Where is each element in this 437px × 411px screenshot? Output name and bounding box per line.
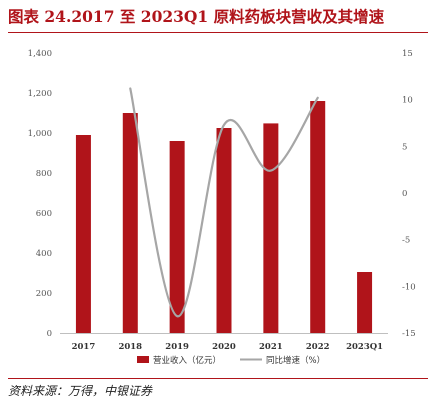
left-tick-label: 800 (36, 169, 52, 179)
right-axis: -15 -10 -5 0 5 10 15 (402, 49, 416, 339)
legend-line-label: 同比增速（%） (266, 355, 325, 366)
right-tick-label: 0 (402, 189, 407, 199)
bar (169, 141, 185, 333)
right-tick-label: -10 (402, 282, 416, 292)
bar (357, 272, 373, 333)
category-label: 2017 (72, 342, 96, 352)
right-tick-label: 5 (402, 142, 407, 152)
left-tick-label: 1,000 (28, 129, 52, 139)
left-tick-label: 200 (36, 289, 52, 299)
legend-bar-swatch (137, 356, 149, 363)
line-series (129, 87, 319, 318)
growth-line (129, 87, 319, 318)
category-label: 2023Q1 (346, 342, 383, 352)
right-tick-label: -5 (402, 236, 410, 246)
bar (216, 128, 232, 333)
legend: 营业收入（亿元） 同比增速（%） (137, 355, 325, 366)
right-tick-label: -15 (402, 329, 416, 339)
revenue-growth-chart: 0 200 400 600 800 1,000 1,200 1,400 -15 -10 -5 0 5 1… (28, 49, 416, 366)
left-tick-label: 400 (36, 249, 52, 259)
bar-series (75, 101, 373, 334)
source-divider (8, 378, 428, 379)
bar (263, 123, 279, 334)
left-tick-label: 1,200 (28, 89, 52, 99)
left-tick-label: 1,400 (28, 49, 52, 59)
chart-title: 图表 24.2017 至 2023Q1 原料药板块营收及其增速 (8, 7, 385, 26)
left-tick-label: 600 (36, 209, 52, 219)
bar (75, 135, 91, 333)
right-tick-label: 10 (402, 96, 413, 106)
source-note: 资料来源：万得，中银证券 (8, 384, 153, 398)
title-divider (8, 32, 428, 33)
category-label: 2021 (259, 342, 283, 352)
left-axis: 0 200 400 600 800 1,000 1,200 1,400 (28, 49, 388, 339)
left-tick-label: 0 (47, 329, 52, 339)
bar (310, 101, 326, 333)
bar (122, 113, 138, 333)
category-label: 2019 (165, 342, 189, 352)
category-label: 2022 (306, 342, 330, 352)
category-axis: 2017 2018 2019 2020 2021 2022 2023Q1 (72, 342, 384, 352)
category-label: 2020 (212, 342, 236, 352)
legend-bar-label: 营业收入（亿元） (153, 355, 221, 366)
right-tick-label: 15 (402, 49, 413, 59)
category-label: 2018 (118, 342, 142, 352)
